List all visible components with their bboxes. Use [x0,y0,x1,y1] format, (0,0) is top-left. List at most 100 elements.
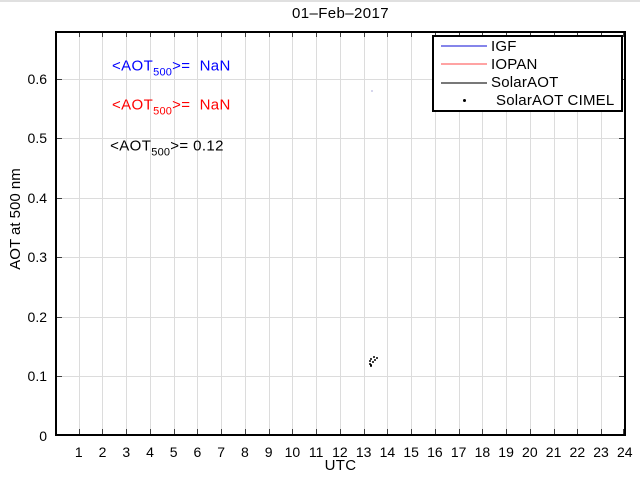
gridline-vertical [577,33,579,434]
annotation-value: >= NaN [172,96,231,114]
annotation-subscript: 500 [153,105,173,118]
annotation-prefix: <AOT [111,96,154,114]
scatter-point [370,89,374,93]
legend: IGF IOPAN SolarAOT SolarAOT CIMEL [432,35,623,112]
gridline-vertical [149,33,151,434]
x-tick-label: 9 [264,444,273,460]
x-tick-mark [553,429,555,434]
x-tick-label: 6 [193,444,202,460]
x-tick-mark [173,429,175,434]
gridline-vertical [529,33,531,434]
scatter-point [369,364,373,367]
x-tick-mark-top [221,33,223,37]
x-tick-mark-top [363,33,365,37]
gridline-vertical [126,33,128,434]
x-tick-label: 12 [332,444,348,460]
x-tick-mark [102,429,104,434]
gridline-vertical [601,33,603,434]
gridline-horizontal [57,376,624,378]
gridline-vertical [221,33,223,434]
x-tick-mark-top [339,33,341,37]
legend-row: SolarAOT [434,74,621,92]
x-tick-label: 2 [98,444,107,460]
legend-sample [441,81,487,84]
x-tick-mark-top [244,33,246,37]
scatter-point [375,356,379,360]
x-axis-label: UTC [324,457,357,474]
x-tick-label: 15 [403,444,419,460]
x-tick-mark [149,429,151,434]
legend-line-iopan [441,63,487,66]
legend-label: SolarAOT [491,74,559,92]
annotation-solaraot-mean: <AOT500>= 0.12 [110,138,224,159]
x-tick-mark-top [197,33,199,37]
x-tick-mark [577,429,579,434]
gridline-horizontal [57,316,624,318]
legend-row: IGF [434,37,621,55]
legend-label: SolarAOT CIMEL [496,92,615,110]
y-tick-mark [57,138,62,140]
legend-row: SolarAOT CIMEL [434,92,621,110]
x-tick-label: 4 [146,444,154,460]
annotation-prefix: <AOT [111,57,154,75]
x-tick-mark [623,429,624,434]
y-tick-label: 0.1 [27,368,47,385]
y-tick-mark-right [619,316,624,318]
x-tick-mark [78,429,80,434]
scatter-point [368,359,372,363]
gridline-vertical [197,33,199,434]
x-tick-label: 21 [545,444,562,460]
legend-label: IOPAN [491,55,538,73]
x-tick-label: 14 [379,444,396,460]
gridline-vertical [363,33,365,434]
scatter-point [369,357,373,361]
x-tick-mark-top [126,33,128,37]
gridline-vertical [339,33,341,434]
gridline-vertical [244,33,246,434]
x-tick-mark [387,429,389,434]
gridline-vertical [434,33,436,434]
x-tick-mark [529,429,531,434]
x-tick-label: 11 [308,444,324,460]
legend-row: IOPAN [434,55,621,73]
x-tick-mark [506,429,508,434]
x-tick-mark-top [292,33,294,37]
y-tick-label: 0.5 [27,130,47,147]
x-tick-label: 22 [569,444,586,460]
x-tick-label: 17 [450,444,467,460]
x-tick-mark-top [78,33,80,37]
annotation-prefix: <AOT [110,137,152,155]
y-tick-mark [57,197,62,199]
x-tick-mark [601,429,603,434]
gridline-vertical [173,33,175,434]
scatter-point [371,360,375,364]
scatter-point [373,358,377,361]
x-tick-mark [197,429,199,434]
gridline-horizontal [57,257,624,259]
gridline-vertical [411,33,413,434]
annotation-subscript: 500 [153,66,173,79]
x-tick-mark [268,429,270,434]
x-tick-mark [316,429,318,434]
x-tick-mark-top [316,33,318,37]
gridline-vertical [387,33,389,434]
y-tick-mark [57,257,62,259]
annotation-value: >= 0.12 [170,137,224,155]
legend-line-solaraot [441,81,487,84]
y-tick-mark-right [619,376,624,378]
gridline-horizontal [57,197,624,199]
x-tick-mark [458,429,460,434]
gridline-vertical [78,33,80,434]
y-tick-mark-right [619,197,624,199]
x-tick-label: 10 [284,444,301,460]
gridline-vertical [482,33,484,434]
x-tick-mark-top [387,33,389,37]
y-tick-mark [57,376,62,378]
x-tick-mark [411,429,413,434]
y-tick-mark-right [619,138,624,140]
y-tick-label: 0.4 [27,189,47,206]
gridline-vertical [102,33,104,434]
gridline-vertical [268,33,270,434]
x-tick-mark [292,429,294,434]
legend-sample [441,99,487,103]
